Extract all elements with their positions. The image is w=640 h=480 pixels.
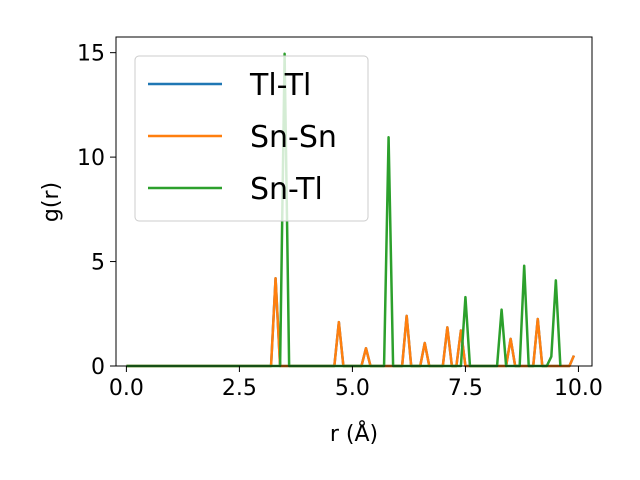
legend-label-sn-sn: Sn-Sn xyxy=(250,120,337,155)
legend-label-sn-tl: Sn-Tl xyxy=(250,172,323,207)
y-tick-label: 5 xyxy=(91,251,105,276)
legend: Tl-Tl Sn-Sn Sn-Tl xyxy=(134,55,369,222)
y-axis-label: g(r) xyxy=(39,182,64,222)
x-tick-label: 5.0 xyxy=(335,376,370,401)
y-tick-label: 15 xyxy=(77,42,105,67)
y-tick-label: 0 xyxy=(91,355,105,380)
plot-frame xyxy=(115,36,593,367)
legend-box xyxy=(134,55,369,222)
series-line-tl-tl xyxy=(126,277,576,368)
x-tick-label: 2.5 xyxy=(222,376,257,401)
y-axis-ticks: 0 5 10 15 xyxy=(77,42,116,380)
x-tick-label: 10.0 xyxy=(554,376,603,401)
series-line-sn-sn xyxy=(126,277,576,368)
legend-label-tl-tl: Tl-Tl xyxy=(249,68,311,103)
x-tick-label: 7.5 xyxy=(448,376,483,401)
x-axis-ticks: 0.0 2.5 5.0 7.5 10.0 xyxy=(109,366,603,401)
y-tick-label: 10 xyxy=(77,146,105,171)
x-tick-label: 0.0 xyxy=(109,376,144,401)
x-axis-label: r (Å) xyxy=(330,420,378,447)
